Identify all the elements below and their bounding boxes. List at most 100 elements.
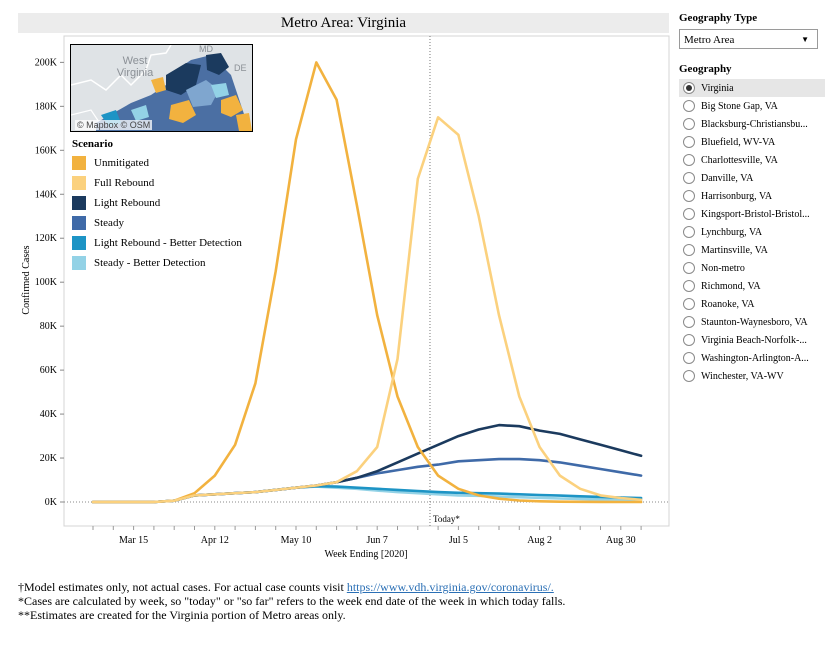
x-tick-label: Aug 30 [606,535,636,546]
geography-option[interactable]: Richmond, VA [679,277,825,295]
footnote-3: **Estimates are created for the Virginia… [18,608,346,622]
today-marker: Today* [429,36,460,526]
today-label: Today* [433,514,460,524]
x-tick-label: May 10 [281,535,312,546]
geography-option[interactable]: Charlottesville, VA [679,151,825,169]
series-line-full-rebound[interactable] [91,116,643,504]
geography-option-label: Danville, VA [701,172,754,184]
y-axis: 0K 20K 40K 60K 80K 100K 120K 140K 160K 180K 200K [35,57,64,508]
radio-button-icon[interactable] [683,370,695,382]
geography-option[interactable]: Lynchburg, VA [679,223,825,241]
geography-type-select[interactable]: Metro Area ▼ [679,29,818,49]
radio-button-icon[interactable] [683,316,695,328]
y-tick-label: 160K [35,145,58,156]
chevron-down-icon: ▼ [801,35,809,44]
radio-button-icon[interactable] [683,136,695,148]
legend-label: Steady - Better Detection [94,257,206,269]
legend-item[interactable]: Full Rebound [72,173,272,193]
radio-button-icon[interactable] [683,334,695,346]
radio-button-icon[interactable] [683,244,695,256]
legend-swatch [72,196,86,210]
map-md-label: MD [199,44,213,54]
legend-swatch [72,156,86,170]
legend-item[interactable]: Unmitigated [72,153,272,173]
radio-button-icon[interactable] [683,190,695,202]
geography-option-label: Big Stone Gap, VA [701,100,778,112]
geography-option[interactable]: Martinsville, VA [679,241,825,259]
legend-label: Light Rebound [94,197,161,209]
legend-item[interactable]: Steady [72,213,272,233]
radio-button-icon[interactable] [683,172,695,184]
geography-option-label: Kingsport-Bristol-Bristol... [701,208,810,220]
geography-option-label: Lynchburg, VA [701,226,763,238]
geography-option[interactable]: Non-metro [679,259,825,277]
geography-radio-list: Virginia Big Stone Gap, VA Blacksburg-Chri… [679,79,825,385]
geography-option-label: Richmond, VA [701,280,761,292]
radio-button-icon[interactable] [683,208,695,220]
legend-title: Scenario [72,138,113,150]
legend-item[interactable]: Steady - Better Detection [72,253,272,273]
legend-item[interactable]: Light Rebound [72,193,272,213]
x-tick-label: Mar 15 [119,535,148,546]
geography-option-label: Roanoke, VA [701,298,755,310]
legend-label: Unmitigated [94,157,149,169]
geography-option[interactable]: Winchester, VA-WV [679,367,825,385]
y-tick-label: 140K [35,189,58,200]
geography-option[interactable]: Danville, VA [679,169,825,187]
series-lines [91,61,643,504]
x-tick-label: Aug 2 [527,535,552,546]
x-tick-label: Jul 5 [449,535,468,546]
vdh-link[interactable]: https://www.vdh.virginia.gov/coronavirus… [346,580,554,594]
geography-option[interactable]: Washington-Arlington-A... [679,349,825,367]
geography-option[interactable]: Big Stone Gap, VA [679,97,825,115]
geography-option[interactable]: Roanoke, VA [679,295,825,313]
geography-type-label: Geography Type [679,12,758,24]
geography-option[interactable]: Kingsport-Bristol-Bristol... [679,205,825,223]
radio-button-icon[interactable] [683,298,695,310]
x-tick-label: Apr 12 [201,535,229,546]
legend-item[interactable]: Light Rebound - Better Detection [72,233,272,253]
geography-option-label: Bluefield, WV-VA [701,136,776,148]
y-tick-label: 20K [40,453,58,464]
y-tick-label: 180K [35,101,58,112]
radio-button-icon[interactable] [683,82,695,94]
geography-option-label: Martinsville, VA [701,244,768,256]
radio-button-icon[interactable] [683,262,695,274]
geography-option[interactable]: Staunton-Waynesboro, VA [679,313,825,331]
legend-label: Light Rebound - Better Detection [94,237,242,249]
geography-option-label: Winchester, VA-WV [701,370,784,382]
y-tick-label: 80K [40,321,58,332]
radio-button-icon[interactable] [683,352,695,364]
y-axis-label: Confirmed Cases [21,245,32,314]
radio-button-icon[interactable] [683,154,695,166]
map-state-label: West Virginia [116,55,154,79]
y-tick-label: 0K [45,497,58,508]
map-credit[interactable]: © Mapbox © OSM [75,120,153,130]
footnote-2: *Cases are calculated by week, so "today… [18,594,566,608]
y-tick-label: 40K [40,409,58,420]
map-graphic [71,45,252,131]
geography-option[interactable]: Bluefield, WV-VA [679,133,825,151]
y-tick-label: 200K [35,57,58,68]
legend-swatch [72,216,86,230]
radio-button-icon[interactable] [683,100,695,112]
geography-option-label: Virginia [701,82,734,94]
geography-option[interactable]: Virginia Beach-Norfolk-... [679,331,825,349]
map-inset[interactable]: West Virginia MD DE © Mapbox © OSM [70,44,253,132]
legend: Scenario Unmitigated Full Rebound Light Re… [72,138,272,273]
radio-button-icon[interactable] [683,226,695,238]
geography-label: Geography [679,63,732,75]
radio-button-icon[interactable] [683,280,695,292]
geography-option[interactable]: Blacksburg-Christiansbu... [679,115,825,133]
geography-option-label: Virginia Beach-Norfolk-... [701,334,807,346]
x-tick-label: Jun 7 [366,535,387,546]
y-tick-label: 100K [35,277,58,288]
geography-option[interactable]: Harrisonburg, VA [679,187,825,205]
geography-option[interactable]: Virginia [679,79,825,97]
map-de-label: DE [234,63,247,73]
geography-option-label: Harrisonburg, VA [701,190,773,202]
radio-button-icon[interactable] [683,118,695,130]
footnote-1: †Model estimates only, not actual cases.… [18,580,818,594]
footnotes: †Model estimates only, not actual cases.… [18,580,818,622]
geography-option-label: Non-metro [701,262,745,274]
